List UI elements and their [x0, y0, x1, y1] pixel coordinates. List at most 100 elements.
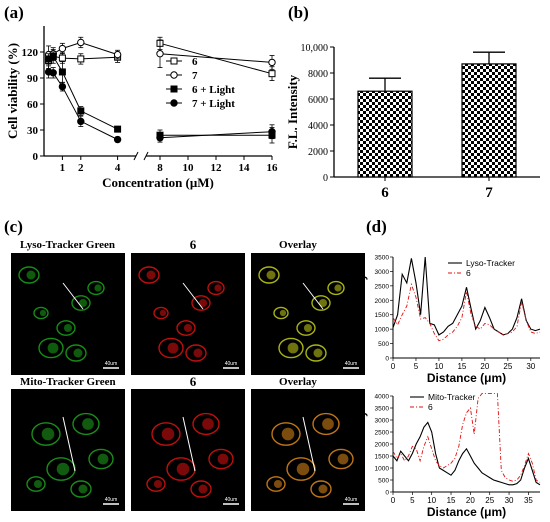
bar — [357, 90, 413, 178]
cell-spot — [313, 348, 323, 358]
cell-spot — [159, 309, 167, 317]
series-line — [48, 55, 118, 130]
x-tick-label: 5 — [414, 362, 419, 371]
row1-left-label: Lyso-Tracker Green — [20, 239, 115, 251]
legend: 6 7 6 + Light 7 + Light — [166, 56, 235, 110]
y-tick-label: 6000 — [308, 95, 328, 106]
x-tick-label: 15 — [457, 362, 466, 371]
cell-spot — [279, 309, 287, 317]
cell-spot — [273, 479, 283, 489]
legend-label: Mito-Tracker — [428, 392, 476, 402]
profile-line — [302, 282, 324, 310]
cell — [278, 337, 304, 359]
chart-b-fl-intensity: 0 2000 4000 6000 8000 10,000 F.L. Intensity 6 7 — [285, 43, 540, 201]
cell — [296, 320, 316, 336]
scale-bar-label: 40um — [345, 361, 358, 367]
y-tick-label: 60 — [27, 99, 39, 111]
cell-spot — [82, 418, 94, 430]
axis-break-mark — [143, 151, 149, 161]
scale-bar-label: 40um — [225, 497, 238, 503]
y-tick-label: 4000 — [308, 121, 328, 132]
data-point — [58, 82, 67, 91]
x-tick-label: 30 — [505, 496, 514, 505]
data-point — [49, 52, 57, 60]
cell-spot — [63, 323, 73, 333]
y-tick-label: 3000 — [375, 418, 390, 425]
x-tick-label: 35 — [524, 496, 533, 505]
legend-label: 6 — [466, 268, 471, 278]
panel-label-c: (c) — [4, 217, 23, 236]
series-line — [159, 53, 273, 63]
data-point — [49, 69, 57, 77]
cell-spot — [287, 342, 299, 354]
micro-image: 40um — [11, 253, 125, 375]
legend-label: 6 — [428, 402, 433, 412]
micro-image: 40um — [251, 389, 365, 511]
y-tick-label: 3500 — [375, 255, 390, 262]
cell — [88, 448, 114, 470]
cell — [273, 306, 289, 320]
profile-line — [62, 416, 76, 472]
data-point — [77, 107, 85, 115]
cell — [310, 480, 332, 498]
x-tick-label: 10 — [427, 496, 436, 505]
microscopy-panel: Lyso-Tracker Green 6 Overlay Mito-Tracke… — [11, 237, 365, 511]
image-background — [131, 389, 245, 511]
series-line-6 — [392, 393, 541, 483]
legend-marker — [170, 99, 178, 107]
cell — [87, 280, 105, 296]
cell — [138, 266, 160, 284]
cell — [38, 337, 64, 359]
legend-label: 6 — [192, 56, 198, 68]
scale-bar-label: 40um — [105, 361, 118, 367]
y-tick-label: 1000 — [375, 327, 390, 334]
x-tick-label: 30 — [526, 362, 535, 371]
x-tick-label: 4 — [115, 162, 121, 174]
row1-mid-label: 6 — [190, 237, 197, 252]
cell — [258, 266, 280, 284]
cell-spot — [193, 348, 203, 358]
micro-image: 40um — [131, 253, 245, 375]
y-axis-label: F.L. Intensity — [285, 74, 300, 149]
cell-spot — [78, 484, 88, 494]
cell-spot — [41, 427, 55, 441]
row2-mid-label: 6 — [190, 374, 197, 389]
cell-spot — [266, 270, 276, 280]
x-tick-label: 20 — [480, 362, 489, 371]
x-tick-label: 15 — [447, 496, 456, 505]
row2-left-label: Mito-Tracker Green — [20, 376, 116, 388]
cell-spot — [146, 270, 156, 280]
series-7 — [44, 36, 276, 70]
cell-spot — [202, 418, 214, 430]
y-axis-label: F.L. Intensity — [356, 410, 368, 478]
x-tick-label: 5 — [410, 496, 415, 505]
cell — [151, 422, 181, 446]
legend-label: 7 — [192, 70, 198, 82]
data-point — [58, 68, 66, 76]
micro-image: 40um — [131, 389, 245, 511]
legend-marker — [170, 85, 178, 93]
image-background — [11, 389, 125, 511]
cell-spot — [78, 298, 88, 308]
row2-right-label: Overlay — [279, 376, 317, 388]
y-tick-label: 4000 — [375, 394, 390, 401]
image-background — [131, 253, 245, 375]
y-axis-label: Cell viability (%) — [5, 43, 20, 139]
data-point — [113, 135, 122, 144]
cell-spot — [33, 479, 43, 489]
y-tick-label: 1000 — [375, 466, 390, 473]
row1-right-label: Overlay — [279, 239, 317, 251]
cell-spot — [183, 323, 193, 333]
profile-line — [182, 416, 196, 472]
data-point — [58, 54, 66, 62]
cell-spot — [39, 309, 47, 317]
cell-spot — [214, 284, 222, 292]
cell — [208, 448, 234, 470]
y-tick-label: 500 — [378, 478, 389, 485]
cell — [176, 320, 196, 336]
image-background — [11, 253, 125, 375]
x-tick-label: 7 — [485, 185, 493, 201]
data-point — [58, 44, 67, 53]
cell-spot — [303, 323, 313, 333]
cell — [71, 295, 91, 311]
